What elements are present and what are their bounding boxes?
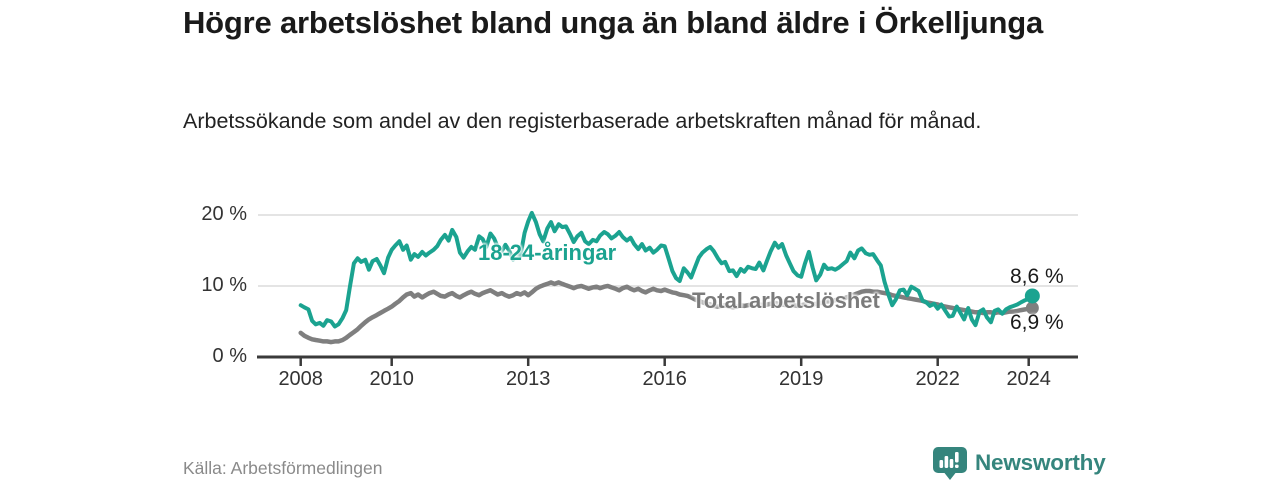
end-value-label-total: 6,9 %	[1010, 311, 1064, 334]
end-dot-young	[1024, 288, 1040, 304]
y-tick-label: 0 %	[212, 345, 247, 367]
series-label-total: Total arbetslöshet	[692, 288, 880, 313]
end-value-label-young: 8,6 %	[1010, 265, 1064, 288]
y-tick-label: 20 %	[201, 203, 247, 225]
x-tick-label: 2013	[505, 368, 551, 390]
series-label-young: 18-24-åringar	[478, 240, 617, 265]
x-tick-label: 2024	[1006, 368, 1051, 390]
x-tick-label: 2008	[278, 368, 323, 390]
series-line-young	[298, 210, 1035, 329]
page-subtitle: Arbetssökande som andel av den registerb…	[183, 109, 982, 133]
x-tick-label: 2019	[778, 368, 824, 390]
newsworthy-wordmark: Newsworthy	[975, 450, 1106, 475]
page-title: Högre arbetslöshet bland unga än bland ä…	[183, 5, 1044, 40]
newsworthy-logo-icon	[933, 446, 967, 480]
x-tick-label: 2022	[915, 368, 960, 390]
newsworthy-brand: Newsworthy	[933, 446, 1106, 480]
y-tick-label: 10 %	[201, 274, 247, 296]
end-dot-total	[1025, 301, 1039, 315]
series-line-total	[298, 280, 1035, 345]
x-tick-label: 2010	[369, 368, 414, 390]
source-note: Källa: Arbetsförmedlingen	[183, 458, 383, 478]
x-tick-label: 2016	[642, 368, 687, 390]
